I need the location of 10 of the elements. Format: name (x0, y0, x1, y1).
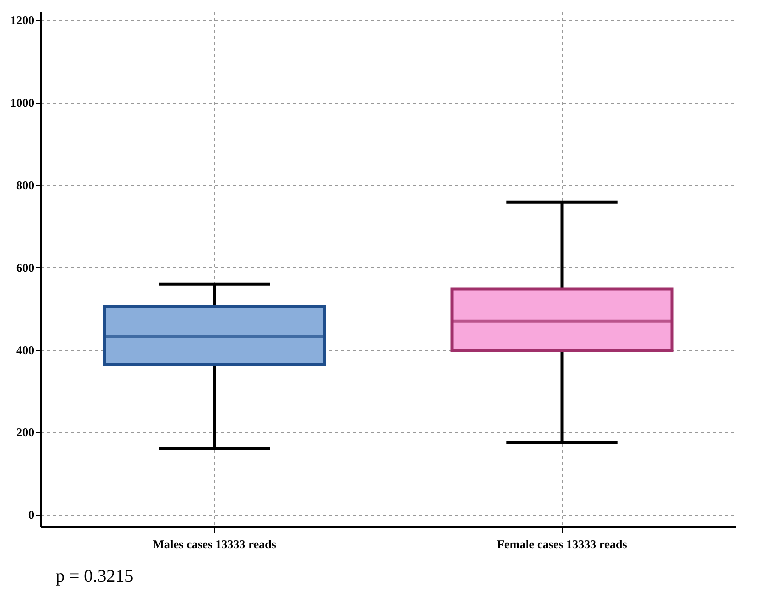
y-tick-label: 1000 (10, 96, 34, 110)
y-tick-label: 0 (28, 508, 34, 522)
x-tick-label: Males cases 13333 reads (153, 538, 277, 552)
y-tick-label: 1200 (10, 14, 34, 28)
y-tick-label: 200 (16, 426, 34, 440)
x-tick-label: Female cases 13333 reads (497, 538, 628, 552)
y-tick-label: 800 (16, 178, 34, 193)
y-tick-label: 400 (16, 343, 34, 358)
text: p = 0.3215 (56, 566, 134, 587)
y-tick-label: 600 (16, 260, 34, 275)
